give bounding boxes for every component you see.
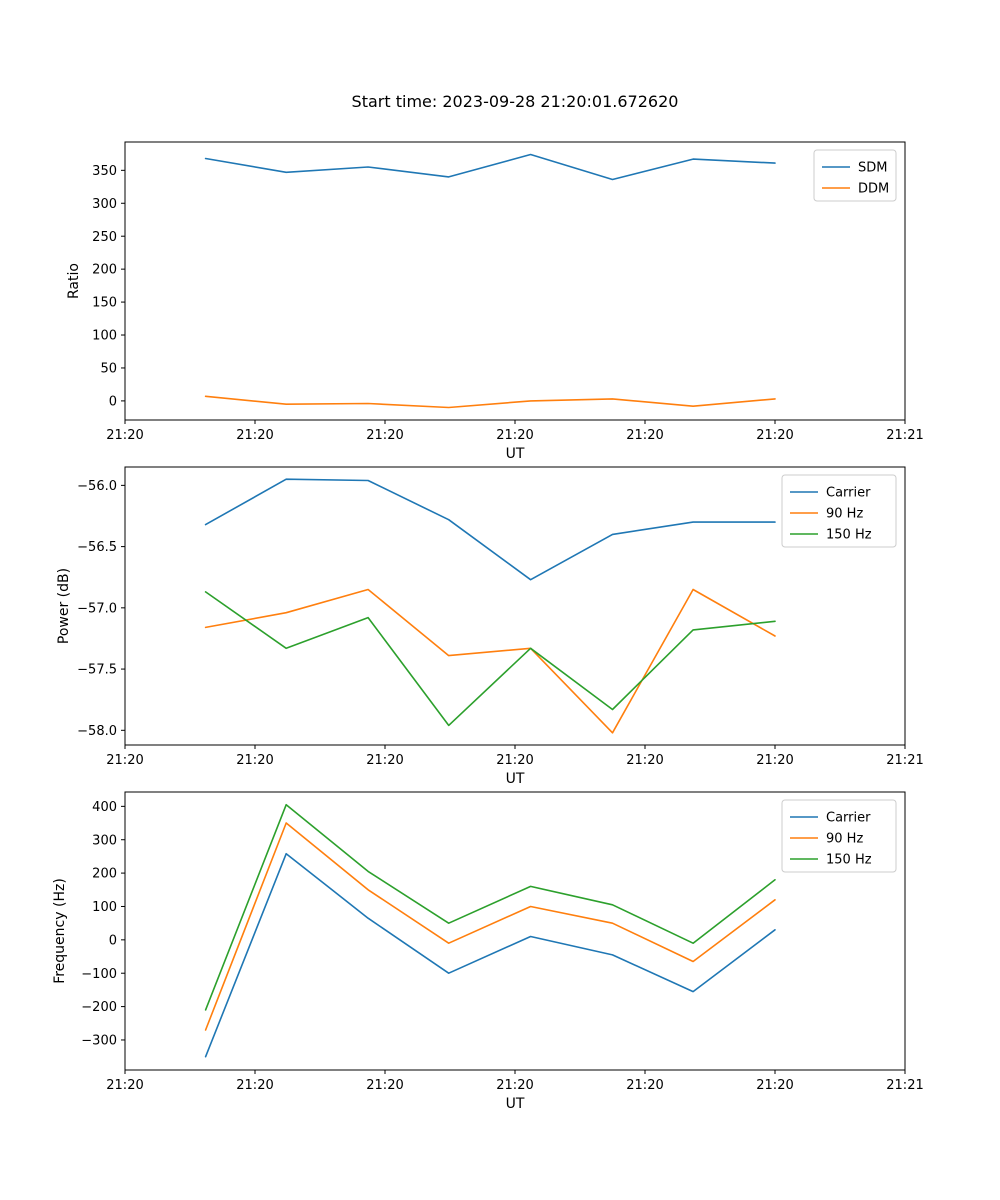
series-line-carrier [204,478,776,581]
x-tick-label: 21:20 [756,753,793,768]
y-tick-label: 150 [92,296,117,311]
legend-label: Carrier [826,486,871,501]
y-axis-label: Frequency (Hz) [52,878,68,984]
y-axis-label: Power (dB) [56,568,72,644]
legend-label: 150 Hz [826,528,872,543]
y-tick-label: 250 [92,230,117,245]
y-tick-label: 200 [92,867,117,882]
series-line-carrier [204,852,776,1058]
legend-label: Carrier [826,811,871,826]
legend-label: DDM [858,182,889,197]
y-tick-label: −300 [81,1034,117,1049]
series-line-90-hz [204,822,776,1031]
x-tick-label: 21:20 [756,1078,793,1093]
chart-3: 21:20 21:20 21:20 21:20 21:20 21:20 21:21 UT −30… [52,791,924,1112]
legend-label: 90 Hz [826,507,863,522]
x-tick-label: 21:21 [886,1078,923,1093]
legend-label: 150 Hz [826,853,872,868]
y-tick-label: −56.5 [77,540,117,555]
series-line-150-hz [204,591,776,727]
x-tick-label: 21:20 [106,1078,143,1093]
legend: Carrier 90 Hz 150 Hz [781,799,897,873]
x-tick-label: 21:20 [366,753,403,768]
legend-frame [781,799,897,873]
x-tick-label: 21:20 [106,428,143,443]
y-tick-label: 350 [92,164,117,179]
chart-1: 21:20 21:20 21:20 21:20 21:20 21:20 21:21 UT 0 50… [66,141,924,462]
y-tick-label: −57.5 [77,663,117,678]
x-tick-label: 21:20 [496,428,533,443]
x-tick-label: 21:21 [886,753,923,768]
y-tick-label: 400 [92,800,117,815]
legend-label: SDM [858,161,887,176]
x-tick-label: 21:20 [236,428,273,443]
x-tick-label: 21:20 [236,1078,273,1093]
x-tick-label: 21:20 [366,428,403,443]
y-tick-label: 300 [92,197,117,212]
x-tick-label: 21:21 [886,428,923,443]
series-line-sdm [204,153,776,181]
y-tick-label: −57.0 [77,601,117,616]
legend-frame [781,474,897,548]
figure-title: Start time: 2023-09-28 21:20:01.672620 [351,92,679,111]
y-tick-label: 100 [92,329,117,344]
series-line-90-hz [204,588,776,734]
y-tick-label: 50 [100,362,117,377]
y-tick-label: −100 [81,967,117,982]
x-tick-label: 21:20 [756,428,793,443]
y-tick-label: −58.0 [77,724,117,739]
y-tick-label: −56.0 [77,479,117,494]
y-axis-label: Ratio [66,263,82,299]
x-axis-label: UT [506,771,525,787]
x-tick-label: 21:20 [496,753,533,768]
x-tick-label: 21:20 [626,753,663,768]
x-tick-label: 21:20 [626,428,663,443]
y-tick-label: 0 [109,933,117,948]
y-tick-label: 200 [92,263,117,278]
legend: Carrier 90 Hz 150 Hz [781,474,897,548]
y-tick-label: 300 [92,833,117,848]
x-axis-label: UT [506,1096,525,1112]
x-tick-label: 21:20 [366,1078,403,1093]
series-line-ddm [204,395,776,409]
y-tick-label: −200 [81,1000,117,1015]
y-tick-label: 100 [92,900,117,915]
x-tick-label: 21:20 [106,753,143,768]
x-tick-label: 21:20 [626,1078,663,1093]
axes-frame [124,141,906,421]
x-axis-label: UT [506,446,525,462]
series-line-150-hz [204,803,776,1011]
legend: SDM DDM [813,149,897,202]
x-tick-label: 21:20 [236,753,273,768]
legend-label: 90 Hz [826,832,863,847]
y-tick-label: 0 [109,394,117,409]
chart-2: 21:20 21:20 21:20 21:20 21:20 21:20 21:21 UT −58… [56,466,924,787]
x-tick-label: 21:20 [496,1078,533,1093]
